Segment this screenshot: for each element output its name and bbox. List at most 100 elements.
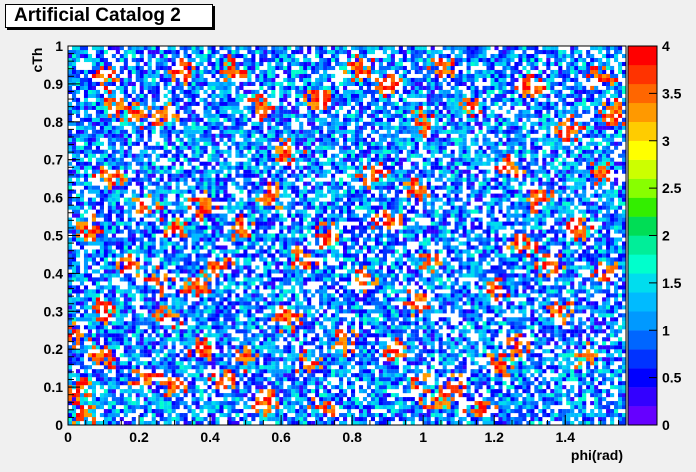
heatmap-cell (107, 345, 112, 350)
heatmap-cell (291, 185, 296, 190)
heatmap-cell (259, 221, 264, 226)
heatmap-cell (68, 261, 73, 266)
heatmap-cell (167, 129, 172, 134)
heatmap-cell (167, 413, 172, 418)
heatmap-cell (247, 269, 252, 274)
heatmap-cell (211, 177, 216, 182)
heatmap-cell (215, 173, 220, 178)
heatmap-cell (107, 337, 112, 342)
heatmap-cell (323, 229, 328, 234)
heatmap-cell (279, 237, 284, 242)
heatmap-cell (151, 321, 156, 326)
heatmap-cell (303, 317, 308, 322)
heatmap-cell (187, 325, 192, 330)
heatmap-cell (203, 357, 208, 362)
heatmap-cell (199, 53, 204, 59)
heatmap-cell (315, 273, 320, 278)
heatmap-cell (303, 189, 308, 194)
heatmap-cell (251, 105, 256, 110)
heatmap-cell (179, 349, 184, 354)
heatmap-cell (91, 153, 96, 158)
heatmap-cell (295, 237, 300, 242)
heatmap-cell (319, 85, 324, 90)
heatmap-cell (283, 85, 288, 90)
heatmap-cell (135, 397, 140, 402)
heatmap-cell (91, 225, 96, 230)
heatmap-cell (323, 193, 328, 198)
heatmap-cell (195, 46, 200, 51)
heatmap-cell (111, 69, 116, 75)
heatmap-cell (283, 109, 288, 114)
heatmap-cell (143, 241, 148, 246)
heatmap-cell (179, 333, 184, 338)
heatmap-cell (243, 313, 248, 318)
heatmap-cell (183, 221, 188, 226)
heatmap-cell (243, 321, 248, 326)
heatmap-cell (203, 253, 208, 258)
heatmap-cell (103, 413, 108, 418)
heatmap-cell (111, 165, 116, 170)
heatmap-cell (179, 289, 184, 294)
heatmap-cell (315, 333, 320, 338)
heatmap-cell (155, 49, 160, 55)
heatmap-cell (95, 137, 100, 142)
heatmap-cell (339, 46, 344, 51)
heatmap-cell (211, 417, 216, 422)
heatmap-cell (343, 161, 348, 166)
heatmap-cell (103, 185, 108, 190)
heatmap-cell (151, 349, 156, 354)
heatmap-cell (299, 249, 304, 254)
heatmap-cell (99, 221, 104, 226)
heatmap-cell (87, 81, 93, 86)
heatmap-cell (187, 277, 192, 282)
heatmap-cell (283, 117, 288, 122)
heatmap-cell (195, 309, 200, 314)
heatmap-cell (179, 129, 184, 134)
heatmap-cell (107, 417, 112, 422)
heatmap-cell (167, 305, 172, 310)
heatmap-cell (251, 61, 256, 67)
heatmap-cell (255, 237, 260, 242)
heatmap-cell (75, 413, 81, 418)
heatmap-cell (263, 133, 268, 138)
heatmap-cell (319, 289, 324, 294)
heatmap-cell (195, 73, 200, 79)
heatmap-cell (159, 373, 164, 378)
heatmap-cell (87, 105, 93, 110)
heatmap-cell (123, 345, 128, 350)
heatmap-cell (163, 417, 168, 422)
heatmap-cell (263, 189, 268, 194)
heatmap-cell (127, 265, 132, 270)
heatmap-cell (75, 193, 81, 198)
heatmap-cell (155, 281, 160, 286)
heatmap-cell (195, 245, 200, 250)
heatmap-cell (211, 97, 216, 102)
heatmap-cell (71, 301, 77, 306)
heatmap-cell (135, 93, 140, 98)
heatmap-cell (267, 201, 272, 206)
heatmap-cell (295, 317, 300, 322)
heatmap-cell (331, 57, 336, 63)
heatmap-cell (319, 393, 324, 398)
heatmap-cell (299, 277, 304, 282)
heatmap-cell (68, 229, 73, 234)
heatmap-cell (99, 133, 104, 138)
heatmap-cell (223, 81, 228, 86)
heatmap-cell (151, 409, 156, 414)
heatmap-cell (251, 405, 256, 410)
heatmap-cell (115, 161, 120, 166)
heatmap-cell (71, 285, 77, 290)
heatmap-cell (271, 53, 276, 59)
heatmap-cell (287, 101, 292, 106)
heatmap-cell (71, 277, 77, 282)
heatmap-cell (159, 169, 164, 174)
heatmap-cell (95, 373, 100, 378)
heatmap-cell (263, 57, 268, 63)
heatmap-cell (107, 161, 112, 166)
heatmap-cell (191, 409, 196, 414)
heatmap-cell (315, 69, 320, 75)
heatmap-cell (183, 73, 188, 79)
heatmap-cell (255, 149, 260, 154)
heatmap-cell (183, 77, 188, 83)
heatmap-cell (339, 133, 344, 138)
